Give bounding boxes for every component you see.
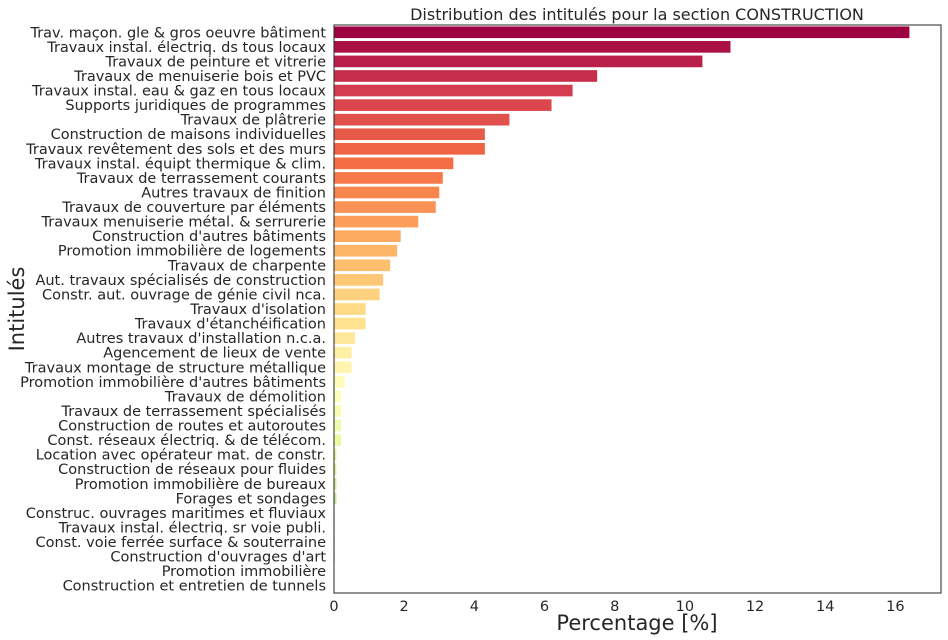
category-label: Aut. travaux spécialisés de construction — [35, 273, 326, 289]
x-tick-label: 2 — [400, 599, 409, 615]
category-label: Travaux montage de structure métallique — [24, 360, 326, 376]
category-label: Travaux instal. équipt thermique & clim. — [34, 156, 326, 172]
bar — [334, 99, 552, 111]
bar — [334, 172, 443, 184]
bar — [334, 332, 356, 344]
category-label: Travaux menuiserie métal. & serrurerie — [41, 215, 327, 231]
category-label: Travaux de terrassement spécialisés — [60, 404, 326, 420]
category-label: Construction d'autres bâtiments — [92, 229, 326, 245]
category-label: Const. voie ferrée surface & souterraine — [35, 535, 326, 551]
category-label: Travaux instal. électriq. ds tous locaux — [46, 40, 326, 56]
category-label: Construction de maisons individuelles — [51, 127, 326, 143]
x-tick-label: 14 — [816, 599, 834, 615]
bar — [334, 463, 337, 476]
bar — [334, 288, 380, 301]
bar — [334, 157, 454, 170]
bar — [334, 346, 352, 359]
category-label: Construction de routes et autoroutes — [58, 419, 326, 435]
category-label: Travaux de démolition — [164, 389, 326, 405]
category-label: Construction de réseaux pour fluides — [58, 462, 326, 478]
category-label: Travaux de plâtrerie — [180, 113, 327, 129]
category-label: Travaux revêtement des sols et des murs — [25, 142, 326, 158]
bar — [334, 361, 352, 374]
bar — [334, 26, 910, 39]
bar — [334, 434, 342, 446]
bar — [334, 375, 345, 388]
category-label: Construction et entretien de tunnels — [63, 579, 326, 595]
bar — [334, 84, 573, 97]
chart-title: Distribution des intitulés pour la secti… — [410, 5, 864, 24]
category-label: Travaux de couverture par éléments — [61, 200, 326, 216]
category-label: Construction d'ouvrages d'art — [110, 550, 326, 566]
bar — [334, 390, 342, 403]
category-label: Travaux d'étanchéification — [134, 317, 326, 333]
x-tick-label: 8 — [610, 599, 619, 615]
bar — [334, 405, 342, 417]
bar — [334, 201, 436, 213]
bars-group — [334, 26, 910, 592]
category-label: Constr. aut. ouvrage de génie civil nca. — [42, 287, 326, 303]
category-label: Trav. maçon. gle & gros oeuvre bâtiment — [29, 25, 326, 41]
plot-frame — [333, 24, 942, 594]
category-label: Location avec opérateur mat. de constr. — [36, 448, 326, 464]
category-label: Supports juridiques de programmes — [65, 98, 326, 114]
category-label: Construc. ouvrages maritimes et fluviaux — [26, 506, 327, 522]
bar — [334, 448, 337, 461]
category-label: Travaux instal. eau & gaz en tous locaux — [31, 84, 326, 100]
bar — [334, 244, 398, 257]
category-label: Promotion immobilière — [162, 564, 326, 580]
bar — [334, 142, 485, 155]
category-label: Travaux de peinture et vitrerie — [104, 54, 326, 70]
bar — [334, 128, 485, 141]
bar — [334, 419, 342, 432]
x-tick-label: 0 — [329, 599, 338, 615]
bar — [334, 230, 401, 242]
category-label: Forages et sondages — [176, 491, 326, 507]
bar — [334, 303, 366, 315]
x-tick-label: 16 — [886, 599, 904, 615]
category-label: Promotion immobilière d'autres bâtiments — [20, 375, 326, 391]
category-label: Agencement de lieux de vente — [103, 346, 326, 362]
category-label: Promotion immobilière de logements — [58, 244, 326, 260]
bar — [334, 41, 731, 53]
category-label: Travaux instal. électriq. sr voie publi. — [58, 520, 326, 536]
category-label: Travaux de terrassement courants — [76, 171, 326, 187]
bar — [334, 274, 384, 286]
bar — [334, 259, 391, 272]
x-tick-label: 6 — [540, 599, 549, 615]
bar — [334, 215, 419, 228]
bar — [334, 55, 703, 68]
x-tick-label: 12 — [746, 599, 764, 615]
bar — [334, 70, 598, 82]
x-axis-title: Percentage [%] — [556, 611, 717, 635]
y-axis-title: Intitulés — [5, 267, 29, 352]
x-tick-label: 10 — [676, 599, 694, 615]
category-label: Autres travaux d'installation n.c.a. — [76, 331, 326, 347]
x-tick-label: 4 — [470, 599, 479, 615]
category-label: Const. réseaux électriq. & de télécom. — [47, 433, 326, 449]
bar — [334, 492, 337, 505]
bar — [334, 186, 440, 199]
bar — [334, 477, 337, 490]
category-label: Travaux de menuiserie bois et PVC — [73, 69, 326, 85]
bar — [334, 113, 510, 126]
category-label: Promotion immobilière de bureaux — [75, 477, 327, 493]
category-label: Travaux de charpente — [167, 258, 326, 274]
category-label: Autres travaux de finition — [141, 185, 326, 201]
category-labels: Trav. maçon. gle & gros oeuvre bâtimentT… — [20, 25, 326, 594]
bar — [334, 317, 366, 330]
x-axis-ticks: 0 2 4 6 8 10 12 14 16 — [329, 599, 904, 615]
category-label: Travaux d'isolation — [189, 302, 326, 318]
